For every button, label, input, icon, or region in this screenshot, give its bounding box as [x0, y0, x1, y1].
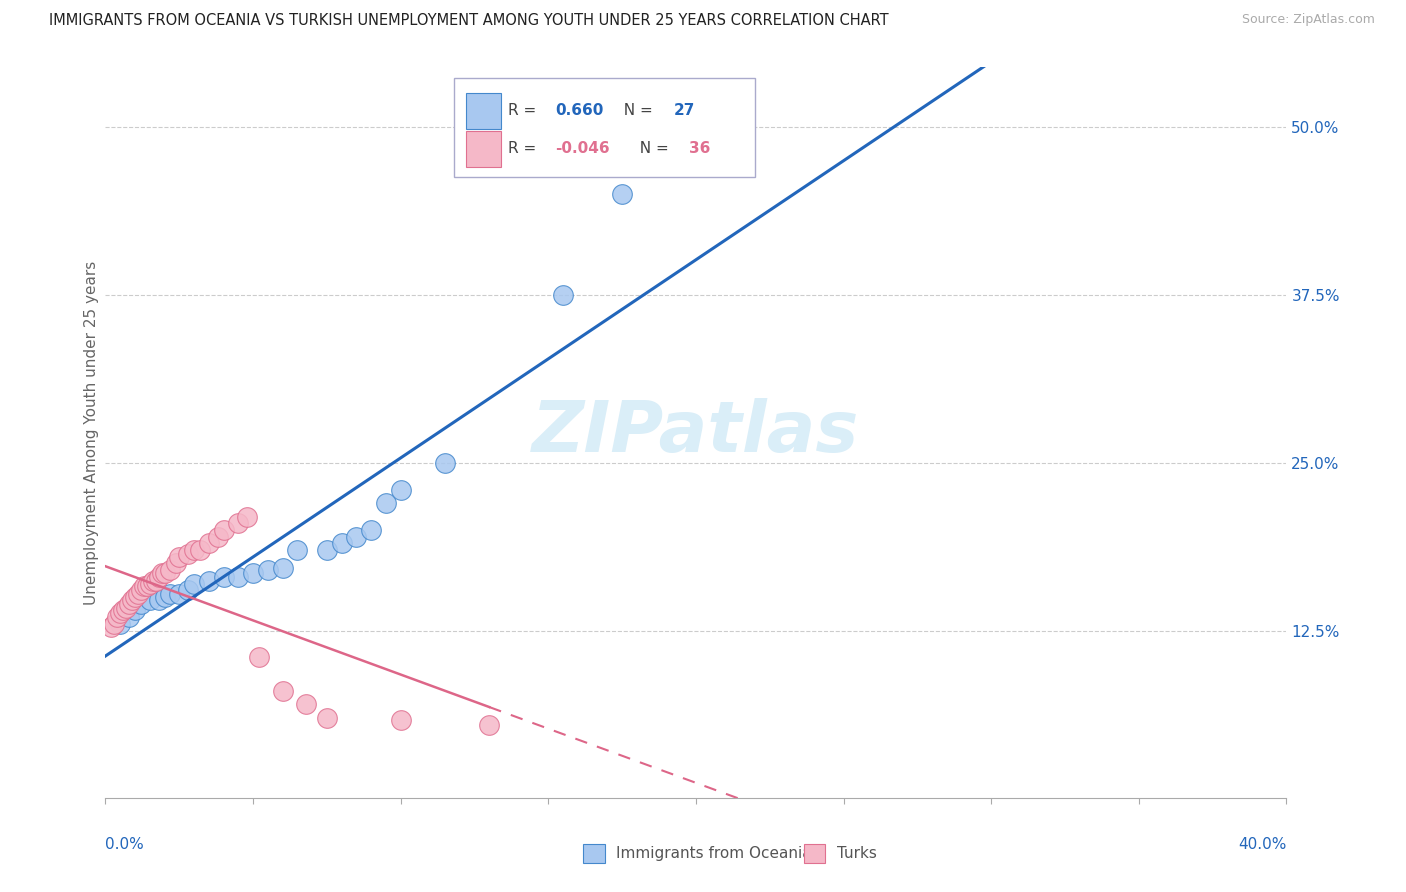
Point — [127, 587, 149, 601]
Point — [169, 587, 191, 601]
Point — [197, 574, 219, 588]
Point — [271, 560, 294, 574]
Point — [132, 579, 155, 593]
Point — [169, 549, 191, 564]
Point — [360, 523, 382, 537]
Point — [330, 536, 353, 550]
Text: ZIPatlas: ZIPatlas — [533, 398, 859, 467]
Point — [389, 714, 412, 728]
Point — [271, 684, 294, 698]
Point — [207, 530, 229, 544]
Text: N =: N = — [630, 141, 673, 156]
Point — [374, 496, 398, 510]
Text: 0.0%: 0.0% — [105, 837, 145, 852]
Bar — [465, 93, 501, 129]
Point — [183, 543, 205, 558]
Point — [118, 610, 141, 624]
Point — [153, 590, 176, 604]
Point — [346, 530, 368, 544]
Point — [315, 543, 337, 558]
Point — [226, 570, 250, 584]
Point — [256, 563, 278, 577]
Bar — [454, 78, 755, 177]
Point — [389, 483, 412, 497]
Point — [142, 574, 165, 588]
Point — [150, 566, 173, 580]
Point — [242, 566, 264, 580]
Text: -0.046: -0.046 — [555, 141, 610, 156]
Point — [226, 516, 250, 531]
Point — [112, 603, 135, 617]
Point — [129, 583, 152, 598]
Text: Turks: Turks — [837, 847, 876, 861]
Point — [478, 717, 501, 731]
Point — [110, 616, 132, 631]
Point — [177, 583, 200, 598]
Point — [434, 456, 457, 470]
Point — [121, 592, 143, 607]
Point — [135, 579, 157, 593]
Point — [145, 574, 167, 588]
Text: IMMIGRANTS FROM OCEANIA VS TURKISH UNEMPLOYMENT AMONG YOUTH UNDER 25 YEARS CORRE: IMMIGRANTS FROM OCEANIA VS TURKISH UNEMP… — [49, 13, 889, 29]
Text: 27: 27 — [673, 103, 695, 119]
Point — [148, 592, 170, 607]
Point — [610, 187, 633, 202]
Point — [197, 536, 219, 550]
Text: R =: R = — [508, 141, 541, 156]
Point — [177, 547, 200, 561]
Point — [138, 592, 162, 607]
Text: R =: R = — [508, 103, 541, 119]
Point — [118, 597, 141, 611]
Point — [212, 570, 235, 584]
Point — [153, 566, 176, 580]
Text: 40.0%: 40.0% — [1239, 837, 1286, 852]
Point — [115, 600, 138, 615]
Text: 0.660: 0.660 — [555, 103, 603, 119]
Point — [159, 563, 181, 577]
Y-axis label: Unemployment Among Youth under 25 years: Unemployment Among Youth under 25 years — [83, 260, 98, 605]
Point — [103, 616, 125, 631]
Text: Source: ZipAtlas.com: Source: ZipAtlas.com — [1241, 13, 1375, 27]
Point — [287, 543, 309, 558]
Point — [315, 711, 337, 725]
Point — [295, 698, 318, 712]
Point — [124, 590, 146, 604]
Point — [551, 288, 574, 302]
Text: Immigrants from Oceania: Immigrants from Oceania — [616, 847, 811, 861]
Point — [129, 597, 152, 611]
Point — [247, 650, 270, 665]
Point — [165, 557, 187, 571]
Point — [110, 606, 132, 620]
Text: N =: N = — [614, 103, 658, 119]
Point — [105, 610, 128, 624]
Point — [124, 603, 146, 617]
Point — [148, 570, 170, 584]
Point — [100, 619, 122, 633]
Point — [138, 576, 162, 591]
Point — [236, 509, 259, 524]
Point — [159, 587, 181, 601]
Bar — [465, 130, 501, 167]
Point — [183, 576, 205, 591]
Point — [188, 543, 211, 558]
Point — [212, 523, 235, 537]
Text: 36: 36 — [689, 141, 710, 156]
